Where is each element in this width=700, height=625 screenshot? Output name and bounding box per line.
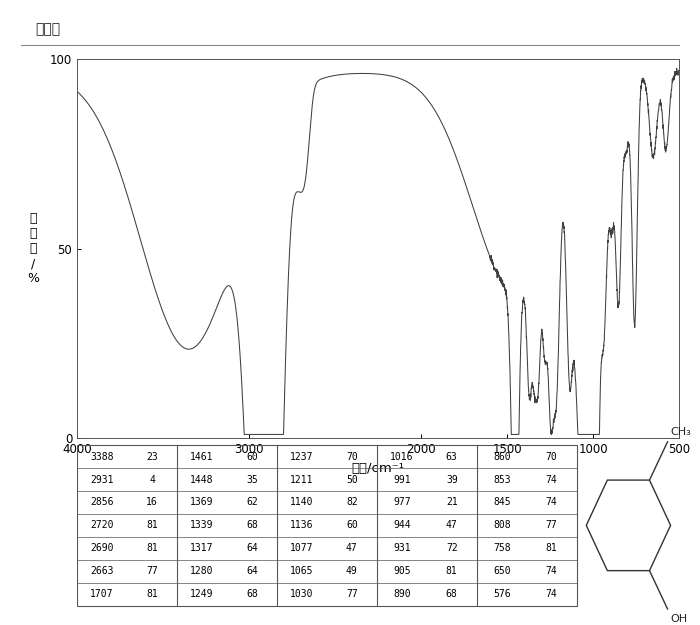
Text: 2856: 2856 (90, 498, 113, 508)
Text: 82: 82 (346, 498, 358, 508)
Text: 64: 64 (246, 566, 258, 576)
Text: 1317: 1317 (190, 543, 214, 553)
Text: 1140: 1140 (290, 498, 314, 508)
Text: 68: 68 (246, 589, 258, 599)
Text: 991: 991 (393, 474, 411, 484)
Text: 60: 60 (346, 521, 358, 531)
Text: 1280: 1280 (190, 566, 214, 576)
Text: 50: 50 (346, 474, 358, 484)
Text: 860: 860 (493, 452, 510, 462)
Text: 4: 4 (149, 474, 155, 484)
Text: 81: 81 (146, 543, 158, 553)
Text: 21: 21 (446, 498, 458, 508)
Text: 35: 35 (246, 474, 258, 484)
Text: 1339: 1339 (190, 521, 214, 531)
Text: 3388: 3388 (90, 452, 113, 462)
Text: 81: 81 (446, 566, 458, 576)
Text: 1369: 1369 (190, 498, 214, 508)
Text: 64: 64 (246, 543, 258, 553)
Text: 944: 944 (393, 521, 411, 531)
Text: 63: 63 (446, 452, 458, 462)
Text: 70: 70 (546, 452, 558, 462)
Text: 39: 39 (446, 474, 458, 484)
Text: 薄膜法: 薄膜法 (35, 22, 60, 36)
Text: 1077: 1077 (290, 543, 314, 553)
Text: 2663: 2663 (90, 566, 113, 576)
Text: 808: 808 (493, 521, 510, 531)
Text: 576: 576 (493, 589, 510, 599)
Text: 60: 60 (246, 452, 258, 462)
Text: 74: 74 (546, 474, 558, 484)
Text: 1707: 1707 (90, 589, 113, 599)
Text: 68: 68 (446, 589, 458, 599)
Text: 1237: 1237 (290, 452, 314, 462)
Text: 890: 890 (393, 589, 411, 599)
Text: 1016: 1016 (390, 452, 414, 462)
Text: CH₃: CH₃ (670, 426, 691, 436)
Text: 2720: 2720 (90, 521, 113, 531)
X-axis label: 波数/cm⁻¹: 波数/cm⁻¹ (351, 462, 405, 474)
Text: 81: 81 (146, 589, 158, 599)
Text: 977: 977 (393, 498, 411, 508)
Text: 68: 68 (246, 521, 258, 531)
Text: 81: 81 (146, 521, 158, 531)
Y-axis label: 透
过
率
/
%: 透 过 率 / % (27, 213, 38, 285)
Text: 1448: 1448 (190, 474, 214, 484)
Text: 650: 650 (493, 566, 510, 576)
Text: 81: 81 (546, 543, 558, 553)
Text: 74: 74 (546, 589, 558, 599)
Text: 853: 853 (493, 474, 510, 484)
Text: 72: 72 (446, 543, 458, 553)
Text: 1249: 1249 (190, 589, 214, 599)
Text: 1211: 1211 (290, 474, 314, 484)
Text: 47: 47 (346, 543, 358, 553)
Text: 49: 49 (346, 566, 358, 576)
Text: 845: 845 (493, 498, 510, 508)
Text: 1065: 1065 (290, 566, 314, 576)
Text: 931: 931 (393, 543, 411, 553)
Text: 23: 23 (146, 452, 158, 462)
Text: OH: OH (670, 614, 687, 624)
Text: 2931: 2931 (90, 474, 113, 484)
Text: 1030: 1030 (290, 589, 314, 599)
Text: 16: 16 (146, 498, 158, 508)
Text: 2690: 2690 (90, 543, 113, 553)
Bar (77, 445, 577, 606)
Text: 77: 77 (346, 589, 358, 599)
Text: 62: 62 (246, 498, 258, 508)
Text: 77: 77 (546, 521, 558, 531)
Text: 1461: 1461 (190, 452, 214, 462)
Text: 758: 758 (493, 543, 510, 553)
Text: 74: 74 (546, 498, 558, 508)
Text: 905: 905 (393, 566, 411, 576)
Text: 1136: 1136 (290, 521, 314, 531)
Text: 77: 77 (146, 566, 158, 576)
Text: 70: 70 (346, 452, 358, 462)
Text: 47: 47 (446, 521, 458, 531)
Text: 74: 74 (546, 566, 558, 576)
